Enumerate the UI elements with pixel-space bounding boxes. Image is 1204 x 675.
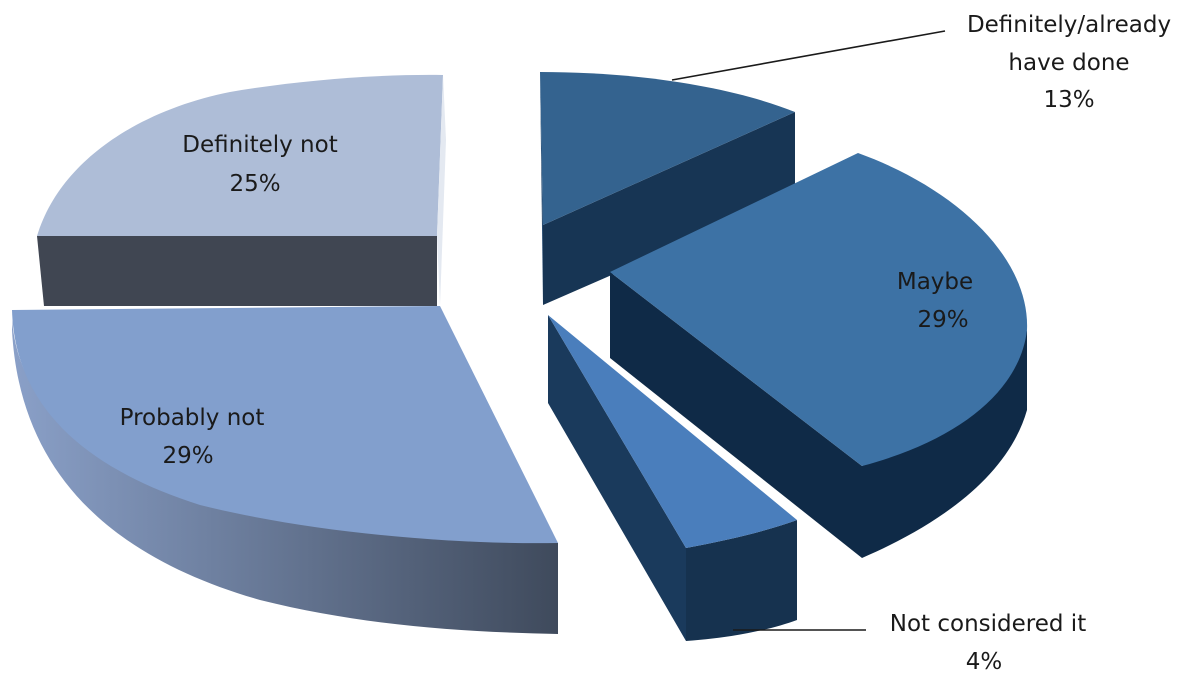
- slice-definitely-not: Definitely not 25%: [37, 74, 446, 306]
- label-definitely-already-percent: 13%: [1043, 87, 1094, 113]
- slice-definitely-not-edge: [437, 75, 446, 306]
- slice-not-considered-top: [548, 315, 797, 548]
- label-not-considered-percent: 4%: [966, 649, 1003, 675]
- slice-not-considered: [548, 315, 797, 641]
- label-definitely-not-name: Definitely not: [182, 132, 337, 158]
- label-maybe-name: Maybe: [897, 269, 973, 295]
- slice-maybe-front: [610, 272, 862, 558]
- slice-maybe: Maybe 29%: [610, 153, 1028, 558]
- label-definitely-already-name-line2: have done: [1008, 50, 1129, 76]
- slice-probably-not-top: [12, 306, 558, 544]
- label-not-considered-name: Not considered it: [890, 611, 1086, 637]
- label-probably-not-name: Probably not: [120, 405, 265, 431]
- slice-not-considered-front: [686, 520, 797, 641]
- leader-definitely-already: [671, 30, 946, 81]
- slice-not-considered-side: [548, 315, 686, 641]
- label-definitely-already-name-line1: Definitely/already: [967, 12, 1171, 38]
- slice-definitely-not-top: [37, 74, 443, 236]
- label-definitely-not-percent: 25%: [229, 171, 280, 197]
- label-maybe-percent: 29%: [917, 307, 968, 333]
- slice-definitely-already-side: [543, 112, 795, 305]
- slice-probably-not: Probably not 29%: [12, 306, 558, 634]
- slice-maybe-top: [610, 153, 1028, 466]
- slice-maybe-side: [862, 330, 1027, 558]
- slice-definitely-already: [540, 72, 795, 305]
- slice-probably-not-side: [12, 320, 558, 634]
- slice-definitely-not-side: [37, 236, 437, 306]
- slice-definitely-already-top: [540, 72, 795, 225]
- label-probably-not-percent: 29%: [162, 443, 213, 469]
- slice-definitely-already-edge: [540, 72, 543, 305]
